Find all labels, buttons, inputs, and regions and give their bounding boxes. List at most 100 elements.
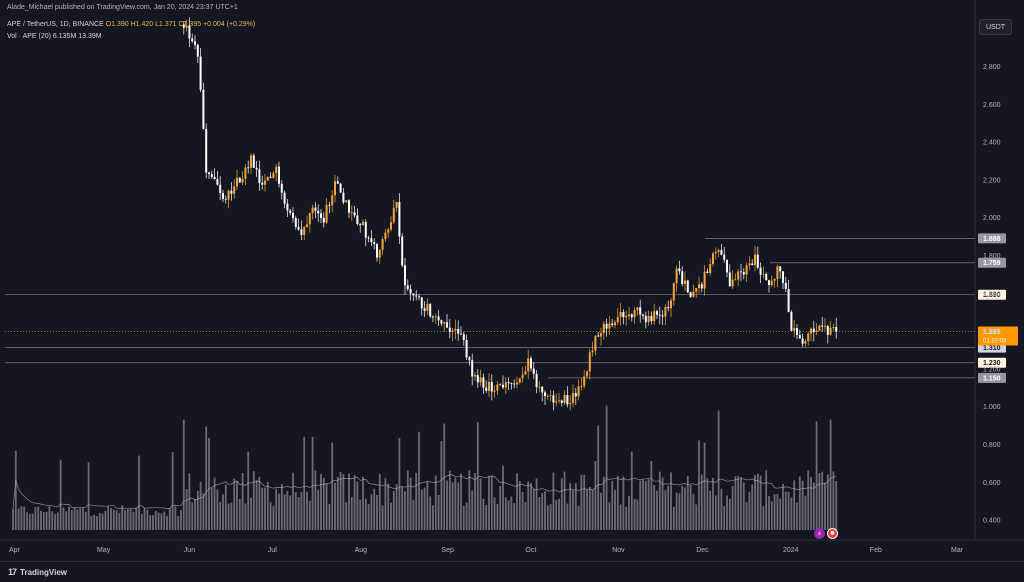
candle-body xyxy=(661,315,664,317)
candle-body xyxy=(202,89,205,129)
volume-bar xyxy=(552,472,555,530)
candle-body xyxy=(675,268,678,284)
volume-bar xyxy=(194,499,196,530)
volume-bar xyxy=(546,505,549,530)
volume-bar xyxy=(700,474,703,530)
volume-bar xyxy=(793,480,796,530)
volume-bar xyxy=(681,485,684,530)
y-tick-label: 2.000 xyxy=(983,215,1001,222)
volume-bar xyxy=(115,510,118,530)
candle-body xyxy=(454,328,457,331)
candle-body xyxy=(650,315,653,322)
volume-bar xyxy=(510,496,513,530)
candle-body xyxy=(294,218,297,227)
volume-bar xyxy=(325,483,328,530)
lightning-icon[interactable]: ⚡ xyxy=(814,528,825,539)
volume-bar xyxy=(258,476,261,530)
candle-body xyxy=(639,307,642,315)
candle-body xyxy=(479,377,482,383)
volume-bar xyxy=(294,492,297,530)
volume-bar xyxy=(76,509,79,530)
volume-bar xyxy=(762,506,765,530)
volume-bar xyxy=(275,488,278,530)
volume-bar xyxy=(622,476,625,530)
volume-bar xyxy=(594,461,597,530)
volume-bar xyxy=(362,476,364,530)
volume-bar xyxy=(465,502,468,530)
volume-bar xyxy=(166,516,168,530)
volume-bar xyxy=(782,483,784,530)
volume-bar xyxy=(79,508,82,530)
candle-body xyxy=(692,291,695,297)
y-tick-label: 1.600 xyxy=(983,291,1001,298)
candle-body xyxy=(549,395,552,397)
candle-body xyxy=(793,328,796,331)
volume-ma-line xyxy=(12,474,837,509)
volume-legend[interactable]: Vol · APE (20) 6.135M 13.39M xyxy=(7,33,102,40)
candle-body xyxy=(829,327,832,335)
candle-body xyxy=(591,350,594,353)
footer-bar: 17 TradingView xyxy=(0,561,1024,582)
symbol-legend[interactable]: APE / TetherUS, 1D, BINANCE O1.390 H1.42… xyxy=(7,21,255,28)
candle-body xyxy=(196,44,199,57)
tradingview-logo[interactable]: 17 TradingView xyxy=(8,567,67,577)
volume-bar xyxy=(826,474,829,530)
candle-body xyxy=(524,371,527,375)
volume-bar xyxy=(664,490,667,530)
volume-bar xyxy=(742,482,745,530)
candle-body xyxy=(317,210,320,214)
volume-bar xyxy=(224,484,227,530)
volume-bar xyxy=(527,481,530,530)
volume-bar xyxy=(376,495,378,530)
candle-body xyxy=(544,392,546,397)
candle-body xyxy=(748,263,751,266)
candle-body xyxy=(488,381,490,391)
volume-bar xyxy=(429,496,432,530)
volume-bar xyxy=(784,491,787,530)
candle-body xyxy=(616,316,619,323)
volume-bar xyxy=(569,483,572,530)
candle-body xyxy=(373,242,376,245)
candle-body xyxy=(238,177,241,183)
volume-bar xyxy=(152,515,154,530)
volume-bar xyxy=(227,503,230,530)
tradingview-logo-icon: 17 xyxy=(8,567,17,577)
candle-body xyxy=(698,284,700,289)
volume-bar xyxy=(644,481,647,530)
candle-body xyxy=(594,335,597,351)
volume-bar xyxy=(810,476,812,530)
level-price-tag xyxy=(978,357,1006,368)
volume-bar xyxy=(639,480,642,530)
volume-bar xyxy=(703,442,706,530)
candle-body xyxy=(182,24,185,28)
candle-body xyxy=(734,279,737,281)
volume-bar xyxy=(280,483,283,530)
volume-bar xyxy=(630,451,633,530)
candle-body xyxy=(636,307,639,311)
volume-bar xyxy=(110,508,112,530)
candle-body xyxy=(586,371,588,377)
current-price-tag xyxy=(978,326,1018,346)
candle-body xyxy=(418,296,420,298)
volume-bar xyxy=(138,455,140,530)
candle-body xyxy=(353,212,356,216)
us-flag-icon[interactable]: ■ xyxy=(827,528,838,539)
candle-body xyxy=(390,222,392,230)
candle-body xyxy=(205,128,208,173)
volume-bar xyxy=(345,502,348,530)
candle-body xyxy=(437,316,440,321)
volume-bar xyxy=(398,438,401,530)
volume-bar xyxy=(247,451,250,530)
candle-body xyxy=(535,373,538,388)
price-chart[interactable]: 1.888 1.759 1.590 1.310 1.230 1.150 1.395 01:22… xyxy=(0,0,1024,561)
candle-body xyxy=(798,334,801,339)
volume-bar xyxy=(185,489,188,530)
volume-bar xyxy=(482,498,485,530)
candle-body xyxy=(538,386,541,388)
axes: 2.800 2.600 2.400 2.200 2.000 1.800 1.600 1.400… xyxy=(9,64,1001,554)
volume-bar xyxy=(322,478,325,530)
bar-countdown-label: 01:22:08 xyxy=(983,339,1007,345)
volume-bar xyxy=(493,497,496,530)
candle-body xyxy=(821,325,824,327)
currency-button[interactable]: USDT xyxy=(979,19,1012,35)
